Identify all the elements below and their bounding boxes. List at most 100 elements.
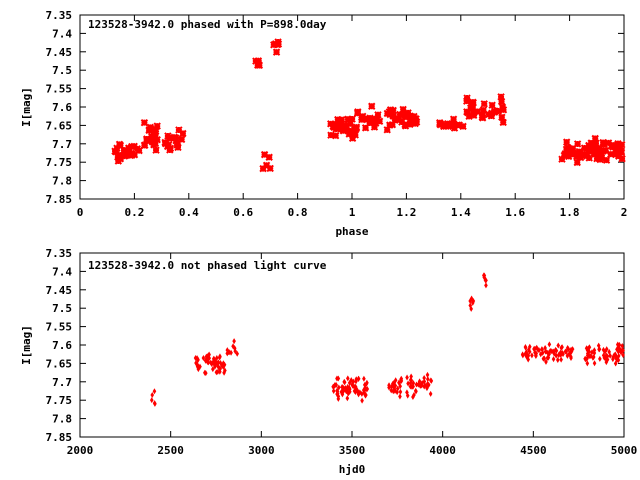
data-point (618, 140, 626, 149)
data-point (555, 356, 560, 363)
x-tick-label: 4000 (429, 444, 456, 457)
y-tick-label: 7.8 (52, 175, 72, 188)
x-tick-label: 0 (77, 206, 84, 219)
y-tick-label: 7.35 (46, 247, 73, 260)
data-point (524, 353, 529, 360)
data-point (117, 151, 125, 159)
data-point (392, 383, 396, 390)
data-point (334, 115, 342, 124)
data-point (563, 348, 568, 355)
y-tick-label: 7.4 (52, 27, 72, 40)
data-point (260, 150, 269, 159)
data-point (332, 120, 341, 129)
data-point (479, 106, 488, 114)
data-point (331, 131, 340, 140)
data-point (487, 112, 496, 120)
data-point (335, 390, 340, 397)
plot-title: 123528-3942.0 not phased light curve (88, 259, 327, 272)
data-point (405, 389, 409, 396)
data-point (374, 111, 382, 119)
data-point (585, 154, 593, 162)
data-point (152, 400, 157, 407)
data-point (355, 388, 360, 395)
x-tick-label: 0.6 (233, 206, 253, 219)
x-tick-label: 0.8 (288, 206, 308, 219)
data-point (428, 390, 433, 397)
data-point (482, 274, 487, 281)
data-point (463, 108, 471, 116)
y-tick-label: 7.5 (52, 64, 72, 77)
y-tick-label: 7.4 (52, 265, 72, 278)
data-point (499, 118, 507, 127)
data-point (488, 101, 496, 109)
data-point (348, 134, 357, 142)
data-point (524, 349, 529, 356)
data-points (111, 38, 626, 173)
data-point (422, 375, 426, 382)
data-point (615, 146, 623, 155)
data-point (552, 350, 556, 357)
data-point (231, 343, 235, 350)
data-point (370, 115, 378, 123)
data-point (125, 145, 134, 153)
data-point (534, 353, 538, 360)
data-point (208, 359, 213, 366)
y-tick-label: 7.75 (46, 394, 73, 407)
y-tick-label: 7.55 (46, 321, 73, 334)
data-point (542, 355, 547, 362)
data-point (468, 297, 472, 304)
data-point (195, 363, 200, 370)
data-point (360, 397, 364, 404)
data-point (161, 139, 170, 148)
data-point (473, 107, 482, 116)
data-point (494, 107, 502, 115)
data-point (215, 355, 219, 362)
data-point (331, 387, 336, 394)
data-point (398, 388, 403, 395)
data-point (255, 61, 264, 70)
data-point (587, 344, 592, 351)
data-point (601, 352, 606, 359)
data-point (553, 346, 558, 353)
data-point (389, 387, 394, 394)
data-point (339, 389, 344, 396)
data-point (406, 380, 410, 387)
x-tick-label: 4500 (520, 444, 547, 457)
data-point (201, 354, 206, 361)
data-point (554, 352, 558, 359)
data-point (145, 126, 153, 135)
data-point (406, 120, 414, 129)
data-point (396, 110, 404, 119)
data-point (443, 120, 452, 128)
data-point (613, 360, 618, 367)
data-point (466, 104, 475, 112)
data-point (455, 121, 463, 129)
data-point (613, 351, 618, 358)
data-point (214, 369, 219, 376)
data-point (429, 377, 434, 384)
data-point (342, 378, 346, 385)
data-point (399, 375, 404, 382)
y-tick-label: 7.65 (46, 119, 73, 132)
data-point (425, 380, 430, 387)
data-point (345, 116, 353, 124)
data-point (149, 397, 154, 404)
data-point (399, 105, 407, 114)
data-point (559, 344, 564, 351)
x-tick-label: 1.6 (505, 206, 525, 219)
data-point (592, 139, 600, 147)
data-point (218, 360, 223, 367)
x-axis-title: phase (335, 225, 368, 238)
data-point (597, 346, 601, 353)
data-point (465, 112, 473, 121)
data-point (386, 110, 394, 119)
data-point (356, 375, 361, 382)
data-point (147, 135, 156, 143)
data-point (580, 150, 588, 159)
data-point (213, 358, 218, 365)
data-point (462, 97, 471, 105)
data-point (596, 342, 601, 349)
data-point (152, 146, 160, 154)
data-point (204, 370, 208, 377)
data-point (326, 120, 335, 128)
